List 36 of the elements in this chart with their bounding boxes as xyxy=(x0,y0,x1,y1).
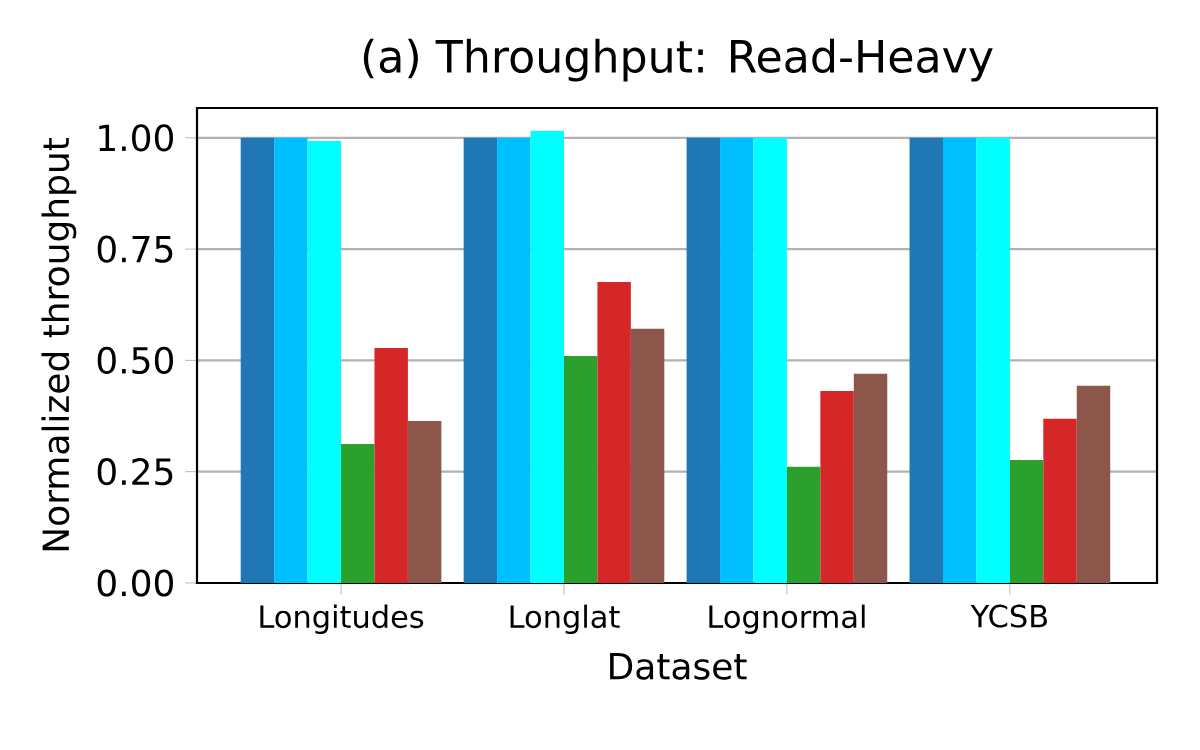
x-tick-label: YCSB xyxy=(970,604,1047,628)
y-tick-label: 0.75 xyxy=(97,235,173,263)
y-tick-label: 0.00 xyxy=(97,569,173,597)
bar xyxy=(630,328,665,583)
bar xyxy=(563,355,598,583)
bar xyxy=(374,347,408,583)
y-tick-label: 0.25 xyxy=(97,458,173,486)
y-tick-label: 1.00 xyxy=(99,124,173,152)
bar xyxy=(307,140,342,583)
bar xyxy=(753,137,787,583)
bar xyxy=(686,137,721,583)
bar xyxy=(240,137,275,583)
bar xyxy=(976,137,1010,583)
bar xyxy=(853,373,888,583)
y-tick-label: 0.50 xyxy=(97,346,173,375)
x-tick-label: Longitudes xyxy=(260,604,424,635)
bar xyxy=(597,282,631,583)
bar xyxy=(341,444,375,583)
bar xyxy=(407,420,442,583)
bar xyxy=(1043,418,1077,583)
bar xyxy=(909,137,943,583)
x-tick-label: Lognormal xyxy=(709,604,865,635)
bar xyxy=(786,466,821,583)
y-axis-title: Normalized throughput xyxy=(41,138,77,551)
bar xyxy=(942,137,977,583)
x-tick-label: Longlat xyxy=(510,604,620,635)
bar xyxy=(1009,460,1044,583)
bar xyxy=(274,137,308,583)
bar xyxy=(720,137,754,583)
bar xyxy=(530,130,564,583)
x-axis-title: Dataset xyxy=(610,653,747,680)
bar xyxy=(1076,385,1111,583)
bar xyxy=(497,137,531,583)
bar xyxy=(463,137,498,583)
chart-title: (a) Throughput: Read-Heavy xyxy=(363,38,993,82)
bar xyxy=(820,391,854,583)
